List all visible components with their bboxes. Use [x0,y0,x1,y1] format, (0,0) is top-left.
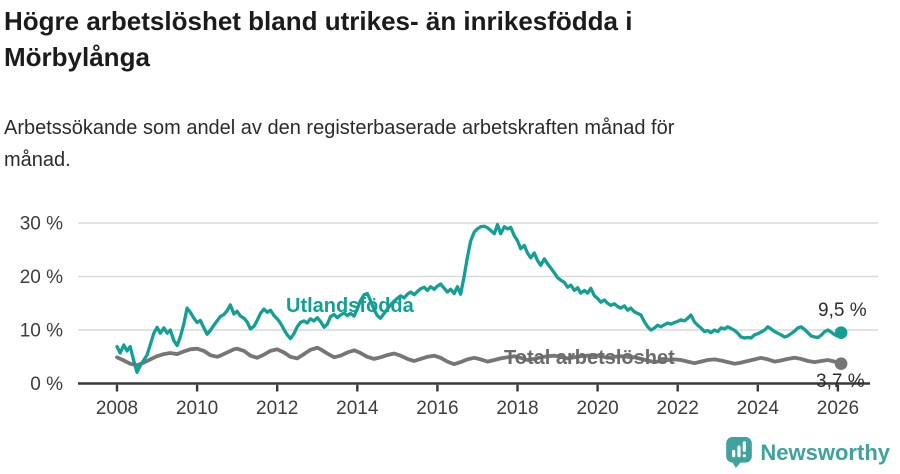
newsworthy-brand-text[interactable]: Newsworthy [760,439,890,465]
line-chart-plot-area: 2008 2010 2012 2014 2016 2018 2020 2022 2024 2026… [20,214,878,419]
y-tick-label-30: 30 % [20,214,63,235]
x-tick-label-2018: 2018 [496,398,538,419]
x-tick-label-2024: 2024 [737,398,780,419]
series-label-utlandsfodda: Utlandsfödda [286,295,414,317]
subtitle-line-1: Arbetssökande som andel av den registerb… [4,117,675,139]
series-end-dot-total-arbetsloshet [834,357,848,371]
x-tick-label-2008: 2008 [96,398,138,419]
end-value-label-total-arbetsloshet: 3,7 % [816,371,865,392]
subtitle-line-2: månad. [4,149,71,171]
series-label-total-arbetsloshet: Total arbetslöshet [504,347,675,369]
x-tick-label-2020: 2020 [576,398,618,419]
page-title: Högre arbetslöshet bland utrikes- än inr… [4,4,874,76]
x-tick-label-2014: 2014 [336,398,379,419]
x-tick-label-2022: 2022 [657,398,699,419]
y-tick-label-0: 0 % [30,374,63,395]
y-tick-label-10: 10 % [20,321,63,342]
title-line-1: Högre arbetslöshet bland utrikes- än inr… [4,6,633,36]
series-line-total-arbetsloshet [115,345,843,368]
x-tick-label-2010: 2010 [176,398,218,419]
chart-subtitle: Arbetssökande som andel av den registerb… [4,112,864,176]
series-line-utlandsfodda [115,222,843,374]
x-tick-label-2016: 2016 [416,398,458,419]
title-line-2: Mörbylånga [4,41,150,72]
x-tick-label-2026: 2026 [817,398,859,419]
end-value-label-utlandsfodda: 9,5 % [818,300,867,321]
y-tick-label-20: 20 % [20,267,63,288]
series-end-dot-utlandsfodda [834,326,848,339]
newsworthy-speech-bubble-bar-chart-icon [726,437,753,468]
x-tick-label-2012: 2012 [256,398,298,419]
newsworthy-logo[interactable]: Newsworthy [726,437,890,468]
